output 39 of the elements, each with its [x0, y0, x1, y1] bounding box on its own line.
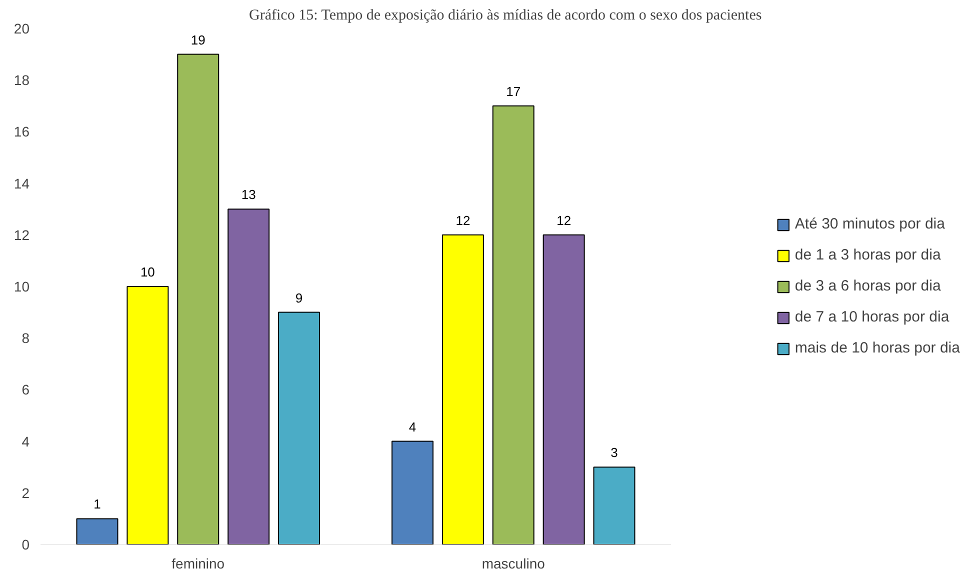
data-label: 1	[94, 496, 101, 512]
data-label: 10	[140, 264, 155, 280]
bar	[126, 286, 169, 544]
y-tick-label: 4	[22, 433, 30, 450]
legend-label: de 1 a 3 horas por dia	[794, 246, 941, 264]
x-tick-label: masculino	[482, 556, 546, 572]
y-tick-label: 2	[22, 484, 30, 501]
data-label: 19	[190, 32, 206, 48]
legend-label: mais de 10 horas por dia	[794, 340, 960, 356]
bar	[593, 466, 636, 544]
bar	[228, 208, 270, 544]
y-tick-label: 14	[14, 175, 30, 192]
y-tick-label: 18	[14, 72, 30, 88]
y-tick-label: 8	[22, 330, 30, 346]
legend-label: de 7 a 10 horas por dia	[794, 308, 950, 326]
data-label: 3	[610, 445, 618, 460]
y-tick-label: 16	[14, 124, 30, 140]
data-label: 4	[408, 419, 416, 434]
y-tick-label: 0	[22, 536, 30, 552]
legend-label: Até 30 minutos por dia	[794, 216, 945, 232]
data-label: 9	[295, 290, 303, 306]
bar	[278, 312, 320, 544]
bar	[76, 518, 118, 544]
data-label: 13	[241, 187, 256, 202]
chart-title: Gráfico 15: Tempo de exposição diário às mídias de acordo com o sexo dos pacientes	[249, 8, 762, 24]
legend-label: de 3 a 6 horas por dia	[794, 278, 941, 294]
y-tick-label: 12	[14, 226, 30, 243]
x-tick-label: feminino	[172, 556, 225, 572]
y-tick-label: 6	[22, 382, 30, 398]
bar	[177, 54, 220, 544]
data-label: 12	[556, 212, 572, 228]
y-tick-label: 20	[14, 20, 30, 36]
y-tick-label: 10	[14, 278, 30, 294]
bar	[442, 234, 484, 544]
bar	[492, 105, 534, 544]
bar	[542, 234, 585, 544]
data-label: 12	[456, 212, 470, 228]
data-label: 17	[506, 84, 521, 99]
bar	[392, 440, 434, 544]
